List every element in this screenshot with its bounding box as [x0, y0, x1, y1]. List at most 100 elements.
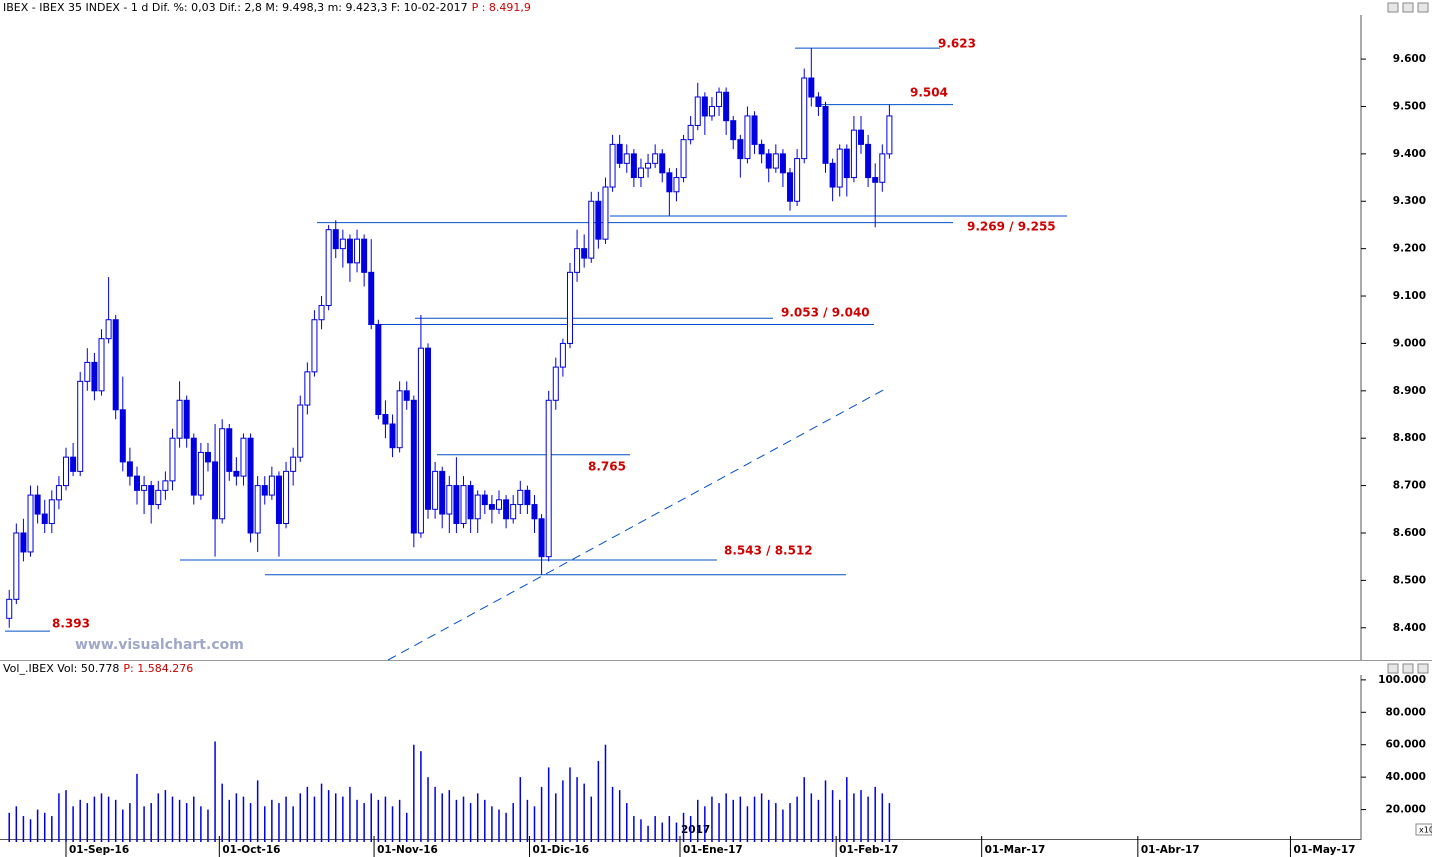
volume-bar	[150, 803, 152, 842]
volume-bar	[72, 806, 74, 842]
volume-bar	[562, 780, 564, 842]
candle-body	[779, 153, 786, 174]
candle-body	[112, 319, 119, 411]
volume-bar	[860, 790, 862, 842]
volume-bar	[398, 799, 401, 842]
volume-bar	[704, 806, 706, 842]
volume-bar	[817, 799, 820, 842]
volume-bar	[661, 822, 664, 842]
candle-body	[488, 504, 495, 510]
volume-bar	[249, 803, 252, 842]
volume-bar	[767, 799, 770, 842]
volume-bar	[441, 793, 443, 842]
volume-bar	[881, 793, 884, 842]
volume-header-value: P: 1.584.276	[123, 662, 193, 675]
candle-body	[354, 238, 361, 264]
volume-bar	[391, 806, 394, 842]
candle-body	[254, 485, 261, 534]
volume-bar	[221, 783, 223, 842]
candle-body	[737, 139, 744, 160]
candle-body	[432, 470, 439, 510]
volume-bar	[590, 796, 593, 842]
volume-bar	[888, 803, 891, 842]
multiplier-box	[1415, 823, 1432, 836]
volume-bar	[164, 790, 167, 842]
minimize-button[interactable]	[1387, 663, 1399, 674]
volume-bar	[143, 806, 145, 842]
volume-bar	[171, 796, 174, 842]
y-tick-label: 8.500	[1393, 574, 1426, 586]
candle-body	[226, 428, 233, 472]
candle-body	[581, 248, 588, 259]
close-button[interactable]	[1417, 663, 1429, 674]
volume-bar	[363, 803, 365, 842]
candle-body	[723, 91, 730, 122]
volume-bar	[505, 812, 507, 842]
candle-body	[446, 485, 453, 515]
volume-bar	[306, 786, 309, 842]
volume-bar	[626, 803, 628, 842]
x-tick-label: 01-Ene-17	[683, 844, 743, 856]
candle-body	[212, 461, 219, 520]
volume-bar	[377, 799, 380, 842]
candle-body	[396, 390, 403, 449]
volume-bar	[278, 803, 280, 842]
candle-body	[453, 485, 460, 525]
volume-bar	[526, 799, 529, 842]
candle-body	[297, 404, 304, 458]
volume-bar	[342, 796, 344, 842]
candle-body	[361, 238, 368, 273]
candle-body	[425, 347, 432, 510]
candle-body	[148, 485, 155, 506]
maximize-button[interactable]	[1402, 2, 1414, 13]
candle-body	[645, 162, 652, 169]
volume-bar	[732, 799, 734, 842]
volume-bar	[136, 773, 138, 842]
candle-body	[346, 238, 353, 264]
volume-bar	[711, 796, 713, 842]
volume-bar	[803, 777, 805, 842]
candle-body	[318, 305, 325, 321]
candle-body	[332, 229, 339, 250]
candle-body	[219, 428, 226, 520]
minimize-button[interactable]	[1387, 2, 1399, 13]
candle-body	[602, 186, 609, 240]
candle-body	[176, 399, 183, 439]
volume-bar	[242, 796, 245, 842]
y-tick-label: 80.000	[1385, 706, 1426, 718]
candle-body	[858, 129, 865, 145]
candle-body	[417, 347, 424, 534]
volume-bar	[647, 825, 649, 842]
candle-body	[410, 399, 417, 534]
volume-bar	[356, 799, 358, 842]
maximize-button[interactable]	[1402, 663, 1414, 674]
candle-body	[545, 399, 552, 558]
volume-bar	[654, 816, 656, 842]
close-button[interactable]	[1417, 2, 1429, 13]
volume-bar	[448, 790, 451, 842]
volume-bar	[696, 799, 699, 842]
candle-body	[155, 489, 162, 506]
candle-body	[666, 172, 673, 193]
volume-bar	[200, 806, 202, 842]
window-buttons	[1387, 2, 1429, 674]
volume-bar	[285, 796, 287, 842]
candle-body	[311, 319, 318, 373]
volume-bar	[484, 799, 486, 842]
candle-body	[268, 475, 275, 496]
volume-bar	[29, 819, 32, 842]
price-header-value: P : 8.491,9	[472, 1, 531, 14]
volume-bar	[597, 760, 600, 842]
candle-body	[204, 451, 211, 463]
candle-body	[574, 248, 581, 273]
candle-body	[190, 437, 197, 496]
volume-bar	[51, 816, 53, 842]
trend-line	[387, 387, 888, 661]
candle-body	[538, 518, 545, 558]
volume-bar	[775, 803, 777, 842]
volume-bar	[498, 809, 500, 842]
candle-body	[467, 485, 474, 520]
candle-body	[836, 148, 843, 188]
volume-bar	[540, 786, 543, 842]
candle-body	[552, 366, 559, 401]
